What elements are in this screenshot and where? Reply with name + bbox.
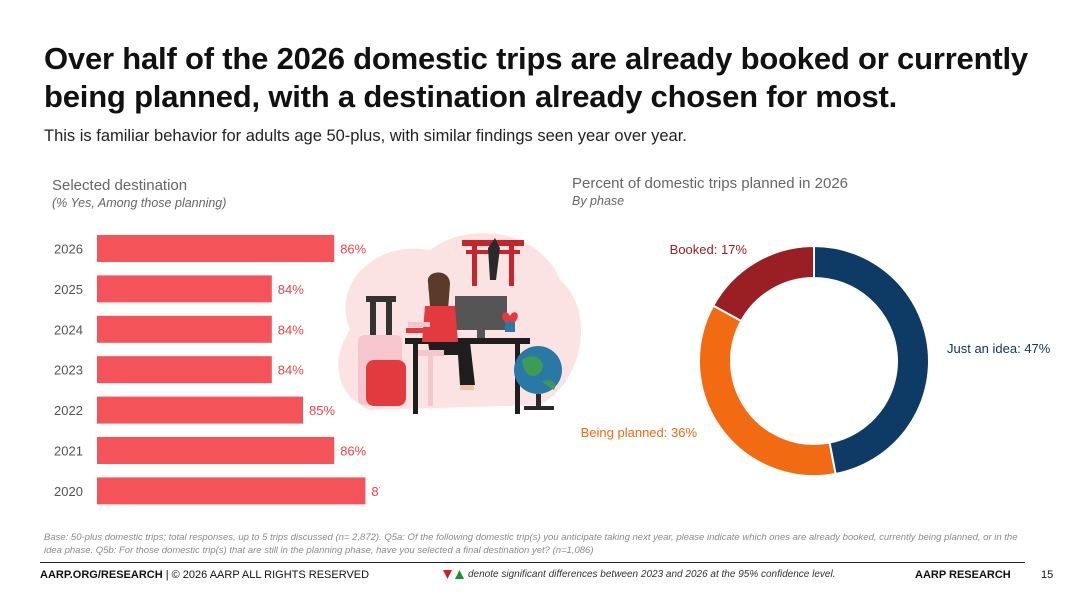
- donut-label-just-an-idea: Just an idea: 47%: [947, 341, 1051, 356]
- chair-seat: [418, 350, 444, 356]
- donut-slice-booked: [711, 244, 815, 323]
- donut-chart-header: Percent of domestic trips planned in 202…: [572, 175, 848, 208]
- bar-value-label: 84%: [278, 322, 304, 337]
- bar-2026: [97, 235, 335, 262]
- bar-chart: 2026 86% 2025 84% 2024 84% 2023 84% 2022 85% 2021 8…: [54, 235, 380, 505]
- donut-slice-just-an-idea: [813, 244, 930, 476]
- bar-value-label: 85%: [309, 403, 335, 418]
- footer-divider: [40, 562, 1025, 563]
- bar-2025: [97, 275, 272, 303]
- chair-leg: [428, 356, 433, 406]
- bar-chart-title: Selected destination: [52, 177, 188, 194]
- donut-chart: Just an idea: 47% Being planned: 36% Booke…: [581, 242, 1051, 477]
- bar-value-label: 84%: [278, 282, 304, 297]
- significance-text: denote significant differences between 2…: [468, 569, 836, 580]
- footer-copyright: AARP.ORG/RESEARCH | © 2026 AARP ALL RIGH…: [40, 569, 369, 581]
- page-number: 15: [1041, 569, 1054, 581]
- bar-value-label: 87%: [371, 484, 380, 499]
- bar-value-label: 84%: [278, 363, 304, 378]
- bar-category-label: 2023: [54, 363, 83, 378]
- bar-2024: [97, 315, 272, 343]
- book-icon: [406, 328, 430, 333]
- footer-rights: | © 2026 AARP ALL RIGHTS RESERVED: [162, 569, 370, 581]
- bar-2023: [97, 356, 272, 384]
- bar-2020: [97, 477, 366, 505]
- slide-title: Over half of the 2026 domestic trips are…: [44, 41, 1028, 114]
- donut-slice-being-planned: [698, 304, 837, 477]
- donut-label-booked: Booked: 17%: [670, 242, 748, 257]
- donut-label-being-planned: Being planned: 36%: [581, 425, 698, 440]
- bar-category-label: 2024: [54, 322, 83, 337]
- bar-chart-subtitle: (% Yes, Among those planning): [52, 196, 227, 210]
- bar-category-label: 2025: [54, 282, 83, 297]
- footer-significance: denote significant differences between 2…: [443, 569, 836, 580]
- significance-arrows-icon: [443, 570, 464, 579]
- footer-research-link[interactable]: AARP.ORG/RESEARCH: [40, 569, 163, 581]
- donut-chart-subtitle: By phase: [572, 194, 625, 208]
- bar-category-label: 2026: [54, 242, 83, 257]
- base-footnote: Base: 50-plus domestic trips; total resp…: [44, 532, 1018, 556]
- footer-brand: AARP RESEARCH: [915, 569, 1011, 581]
- bar-value-label: 86%: [340, 242, 366, 257]
- plant-icon: [502, 312, 518, 332]
- traveler-illustration: [338, 233, 582, 414]
- globe-icon: [514, 346, 562, 410]
- donut-chart-title: Percent of domestic trips planned in 202…: [572, 175, 848, 192]
- slide-subtitle: This is familiar behavior for adults age…: [44, 127, 687, 145]
- monitor-icon: [455, 296, 507, 338]
- bar-category-label: 2021: [54, 444, 83, 459]
- bar-category-label: 2020: [54, 484, 83, 499]
- bar-category-label: 2022: [54, 403, 83, 418]
- torii-gate-icon: [462, 238, 524, 286]
- bar-value-label: 86%: [340, 444, 366, 459]
- woman-figure: [422, 272, 475, 390]
- bar-chart-header: Selected destination (% Yes, Among those…: [52, 177, 226, 210]
- suitcase-icon: [358, 296, 406, 406]
- book-icon: [408, 322, 430, 327]
- bar-2021: [97, 437, 335, 464]
- bar-2022: [97, 396, 303, 424]
